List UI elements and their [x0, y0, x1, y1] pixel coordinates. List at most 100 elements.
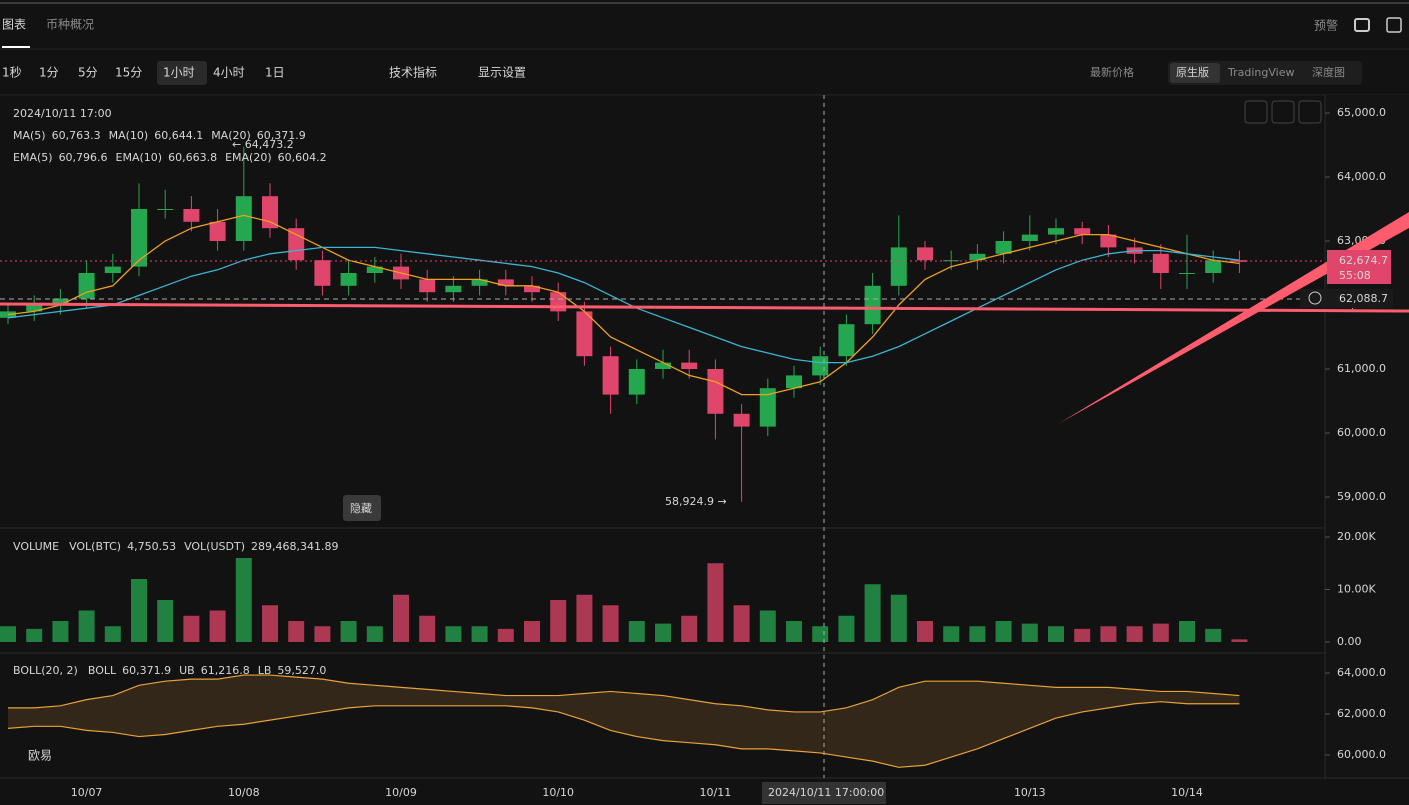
ma-line [7, 214, 1240, 396]
candle-body [314, 260, 331, 286]
volume-bar [1100, 626, 1117, 642]
tab[interactable]: 币种概况 [46, 18, 94, 32]
x-tick-label: 10/09 [385, 786, 417, 799]
legend-label: BOLL [88, 664, 117, 677]
volume-bar [497, 628, 514, 642]
boll-band [8, 675, 1240, 768]
add-icon[interactable] [1308, 291, 1322, 305]
volume-bar [419, 615, 436, 642]
expand-icon[interactable] [1386, 17, 1402, 33]
y-tick-label: 59,000.0 [1337, 490, 1386, 503]
indicators[interactable]: 技术指标 [389, 65, 437, 80]
tool-button[interactable] [1244, 100, 1268, 124]
layout-icon[interactable] [1354, 18, 1370, 32]
candle-body [52, 298, 69, 305]
candle-body [864, 285, 881, 325]
candle-body [288, 228, 305, 261]
volume-bar [314, 626, 331, 642]
last-price: 62,674.7 [1339, 254, 1388, 267]
candle-body [497, 279, 514, 286]
candle-body [1152, 253, 1169, 273]
legend-value: 61,216.8 [201, 664, 250, 677]
price-mode[interactable]: 最新价格 [1090, 65, 1134, 79]
candle-body [576, 311, 593, 357]
volume-bar [157, 600, 174, 642]
interval[interactable]: 5分 [78, 66, 98, 80]
legend-label: VOLUME [13, 540, 59, 553]
candle-body [419, 279, 436, 293]
candle-body [733, 413, 750, 427]
legend-value: 60,604.2 [278, 151, 327, 164]
drawn-line[interactable] [0, 302, 1409, 313]
volume-bar [733, 605, 750, 642]
alert[interactable]: 预警 [1314, 18, 1338, 33]
candle-body [1179, 273, 1195, 274]
interval[interactable]: 15分 [115, 66, 142, 80]
candle-body [812, 356, 829, 376]
interval[interactable]: 1分 [39, 66, 59, 80]
volume-bar [1231, 639, 1248, 642]
legend-value: 60,796.6 [59, 151, 108, 164]
legend-label: VOL(USDT) [184, 540, 245, 553]
candle-body [366, 266, 383, 273]
volume-bar [655, 623, 671, 642]
legend-value: 59,527.0 [277, 664, 326, 677]
display-settings[interactable]: 显示设置 [478, 66, 526, 80]
volume-bar [393, 594, 409, 642]
volume-bar [26, 628, 43, 642]
interval[interactable]: 1秒 [2, 66, 22, 80]
legend-value: 60,663.8 [168, 151, 217, 164]
tool-button[interactable] [1271, 100, 1295, 124]
volume-bar [759, 610, 776, 642]
mark-price-box [1300, 289, 1393, 308]
volume-bar [1048, 626, 1064, 642]
candle-body [969, 253, 986, 261]
volume-bar [183, 615, 200, 642]
candle-body [1231, 260, 1248, 262]
volume-bar [995, 621, 1012, 642]
candle-body [838, 324, 855, 357]
candle-body [524, 285, 540, 293]
candle-body [445, 285, 462, 293]
interval[interactable]: 1小时 [163, 66, 195, 80]
volume-bar [366, 626, 383, 642]
crosshair-time-box [762, 782, 886, 804]
volume-bar [707, 563, 724, 642]
volume-bar [576, 594, 593, 642]
x-tick-label: 10/08 [228, 786, 260, 799]
ma-line [7, 246, 1240, 364]
interval[interactable]: 1日 [265, 66, 285, 80]
candle-body [655, 362, 671, 369]
candle-body [340, 273, 357, 286]
volume-bar [524, 621, 540, 642]
view[interactable]: TradingView [1227, 66, 1294, 79]
volume-bar [104, 626, 121, 642]
x-tick-label: 10/11 [700, 786, 732, 799]
candle-body [183, 209, 200, 222]
candle-body [262, 196, 278, 229]
interval-active [157, 61, 207, 85]
last-price-box [1327, 250, 1391, 284]
volume-bar [812, 626, 829, 642]
tool-button[interactable] [1298, 100, 1322, 124]
volume-bar [864, 584, 881, 642]
tab[interactable]: 图表 [2, 18, 26, 32]
candle-body [707, 369, 724, 414]
volume-bar [471, 626, 488, 642]
view[interactable]: 原生版 [1176, 65, 1209, 79]
drawn-line[interactable] [1058, 212, 1409, 424]
view-active [1170, 63, 1220, 83]
candle-body [131, 209, 147, 267]
volume-bar [445, 626, 462, 642]
legend-time: 2024/10/11 17:00 [13, 107, 112, 120]
volume-bar [550, 600, 567, 642]
legend-label: EMA(20) [225, 151, 272, 164]
interval[interactable]: 4小时 [213, 66, 245, 80]
volume-bar [235, 558, 252, 642]
tooltip-box [343, 495, 381, 521]
view[interactable]: 深度图 [1312, 65, 1345, 79]
boll-line [7, 701, 1240, 768]
legend-label: BOLL(20, 2) [13, 664, 78, 677]
